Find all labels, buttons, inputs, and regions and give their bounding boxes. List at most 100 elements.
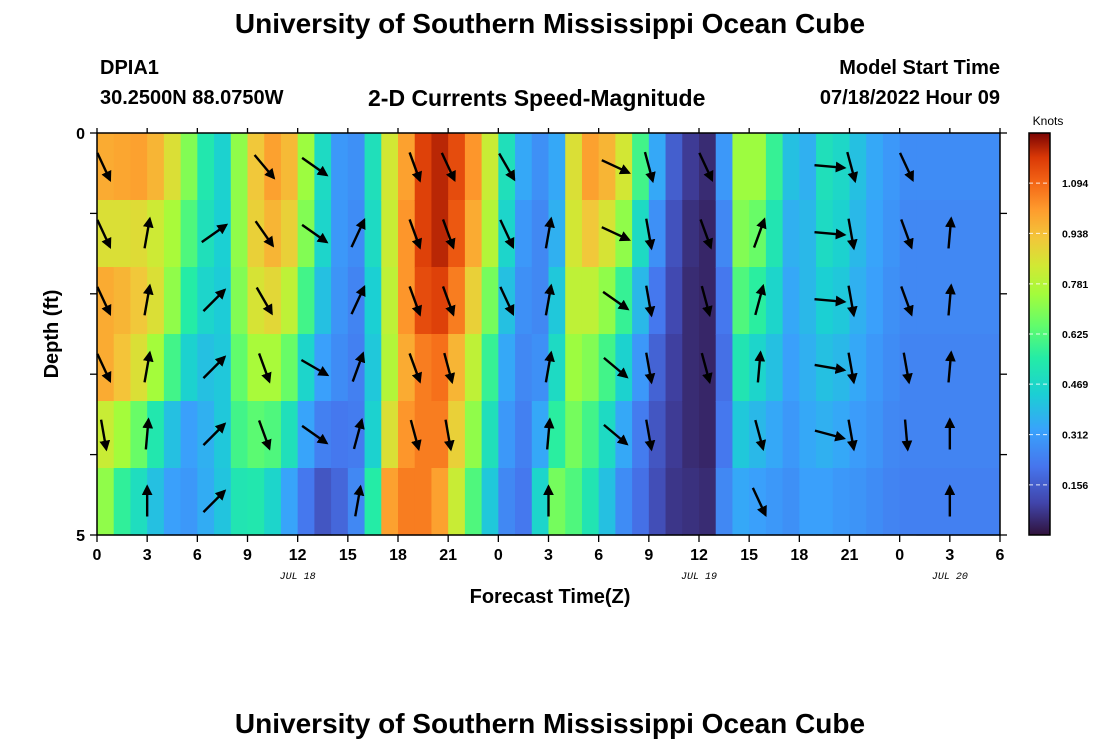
heatmap-cell xyxy=(615,267,633,335)
x-tick-label: 9 xyxy=(644,547,653,564)
heatmap-cell xyxy=(816,401,834,469)
current-vector xyxy=(408,285,422,317)
current-vector xyxy=(352,417,365,450)
current-vector xyxy=(257,419,272,451)
heatmap-cell xyxy=(398,200,416,268)
heatmap-cell xyxy=(615,401,633,469)
heatmap-cell xyxy=(916,133,1000,201)
heatmap-cell xyxy=(581,133,600,201)
heatmap-cell xyxy=(632,468,650,536)
heatmap-cell xyxy=(749,401,767,469)
heatmap-cell xyxy=(816,468,834,536)
current-vector xyxy=(301,223,329,244)
heatmap-cell xyxy=(97,334,115,402)
heatmap-cell xyxy=(799,334,817,402)
heatmap-cell xyxy=(632,267,650,335)
heatmap-cell xyxy=(147,133,165,201)
heatmap-cell xyxy=(515,267,533,335)
x-tick-label: 0 xyxy=(895,547,904,564)
current-vector xyxy=(202,288,227,312)
heatmap-cell xyxy=(130,468,148,536)
current-vector xyxy=(699,218,713,250)
heatmap-cell xyxy=(398,267,416,335)
heatmap-cell xyxy=(230,200,249,268)
heatmap-cell xyxy=(197,133,215,201)
current-vector xyxy=(499,286,515,317)
heatmap-cell xyxy=(565,401,583,469)
heatmap-cell xyxy=(130,401,148,469)
current-vector xyxy=(751,487,767,518)
heatmap-cell xyxy=(464,401,483,469)
heatmap-cell xyxy=(832,401,851,469)
heatmap-cell xyxy=(699,133,717,201)
heatmap-cell xyxy=(381,468,399,536)
current-vector xyxy=(754,350,766,383)
heatmap-cell xyxy=(464,267,483,335)
current-vector xyxy=(700,285,713,318)
x-tick-label: 3 xyxy=(143,547,152,564)
heatmap-cells xyxy=(97,133,1000,536)
current-vector xyxy=(700,352,713,385)
current-vector xyxy=(202,422,227,446)
heatmap-cell xyxy=(214,267,232,335)
x-tick-label: 18 xyxy=(790,547,808,564)
heatmap-cell xyxy=(765,334,784,402)
current-vector xyxy=(142,216,154,249)
current-vector xyxy=(698,152,714,183)
heatmap-cell xyxy=(431,401,449,469)
heatmap-cell xyxy=(163,200,182,268)
heatmap-cell xyxy=(581,200,600,268)
heatmap-cell xyxy=(431,267,449,335)
heatmap-cell xyxy=(648,468,667,536)
heatmap-cell xyxy=(699,334,717,402)
heatmap-cell xyxy=(264,200,282,268)
heatmap-cell xyxy=(180,401,198,469)
heatmap-cell xyxy=(331,334,349,402)
date-label: JUL 19 xyxy=(681,572,717,583)
heatmap-cell xyxy=(280,267,299,335)
heatmap-cell xyxy=(163,401,182,469)
heatmap-cell xyxy=(665,334,683,402)
current-vector xyxy=(846,151,859,184)
heatmap-cell xyxy=(347,401,366,469)
date-label: JUL 20 xyxy=(932,572,968,583)
heatmap-cell xyxy=(732,468,750,536)
heatmap-cell xyxy=(464,334,483,402)
heatmap-cell xyxy=(197,267,215,335)
heatmap-cell xyxy=(163,468,182,536)
heatmap-cell xyxy=(882,267,901,335)
heatmap-cell xyxy=(665,267,683,335)
heatmap-cell xyxy=(448,200,466,268)
heatmap-cell xyxy=(481,267,499,335)
heatmap-cell xyxy=(699,468,717,536)
heatmap-cell xyxy=(598,468,616,536)
heatmap-cell xyxy=(615,334,633,402)
heatmap-cell xyxy=(314,200,332,268)
heatmap-cell xyxy=(615,468,633,536)
heatmap-cell xyxy=(464,468,483,536)
current-vector xyxy=(898,152,914,183)
current-vector xyxy=(142,283,154,316)
current-vector xyxy=(752,217,767,249)
x-tick-label: 12 xyxy=(289,547,307,564)
current-vector xyxy=(499,219,515,250)
heatmap-cell xyxy=(97,133,115,201)
heatmap-cell xyxy=(431,133,449,201)
heatmap-cell xyxy=(782,401,800,469)
colorbar-tick-label: 0.938 xyxy=(1062,228,1088,240)
heatmap-cell xyxy=(297,267,315,335)
heatmap-cell xyxy=(314,133,332,201)
heatmap-cell xyxy=(598,401,616,469)
current-vector xyxy=(498,152,516,182)
heatmap-cell xyxy=(782,133,800,201)
heatmap-cell xyxy=(799,133,817,201)
heatmap-cell xyxy=(782,334,800,402)
current-vector xyxy=(96,219,112,250)
heatmap-cell xyxy=(581,401,600,469)
heatmap-cell xyxy=(598,267,616,335)
heatmap-cell xyxy=(180,133,198,201)
current-vector xyxy=(202,355,227,379)
heatmap-cell xyxy=(97,468,115,536)
y-axis-label: Depth (ft) xyxy=(41,290,63,379)
heatmap-cell xyxy=(732,267,750,335)
